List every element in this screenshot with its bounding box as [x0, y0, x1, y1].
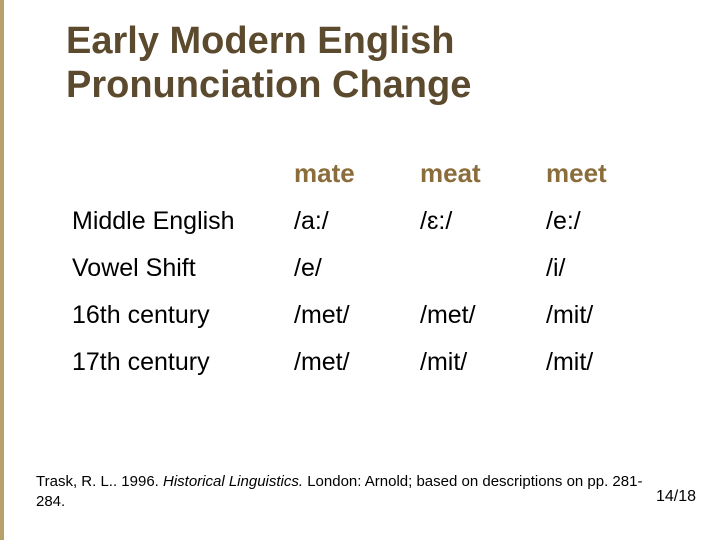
cell: /a:/	[288, 199, 414, 246]
citation-title: Historical Linguistics.	[163, 473, 303, 490]
col-meet: meet	[540, 150, 666, 199]
cell: /i/	[540, 246, 666, 293]
row-label: Middle English	[66, 199, 288, 246]
table-row: 16th century /met/ /met/ /mit/	[66, 293, 666, 340]
table-row: 17th century /met/ /mit/ /mit/	[66, 340, 666, 387]
cell: /met/	[414, 293, 540, 340]
table-row: Vowel Shift /e/ /i/	[66, 246, 666, 293]
cell	[414, 246, 540, 293]
table-row: Middle English /a:/ /ɛ:/ /e:/	[66, 199, 666, 246]
title-line-2: Pronunciation Change	[66, 64, 471, 106]
cell: /ɛ:/	[414, 199, 540, 246]
cell: /mit/	[414, 340, 540, 387]
pronunciation-table: mate meat meet Middle English /a:/ /ɛ:/ …	[66, 150, 666, 387]
page-number: 14/18	[656, 488, 696, 506]
col-meat: meat	[414, 150, 540, 199]
row-label: Vowel Shift	[66, 246, 288, 293]
slide-title: Early Modern English Pronunciation Chang…	[66, 20, 471, 107]
table-header-row: mate meat meet	[66, 150, 666, 199]
cell: /met/	[288, 340, 414, 387]
cell: /mit/	[540, 293, 666, 340]
citation: Trask, R. L.. 1996. Historical Linguisti…	[36, 472, 660, 513]
col-mate: mate	[288, 150, 414, 199]
cell: /met/	[288, 293, 414, 340]
row-label: 16th century	[66, 293, 288, 340]
accent-bar	[0, 0, 4, 540]
cell: /e/	[288, 246, 414, 293]
cell: /e:/	[540, 199, 666, 246]
col-blank	[66, 150, 288, 199]
citation-pre: Trask, R. L.. 1996.	[36, 473, 163, 490]
row-label: 17th century	[66, 340, 288, 387]
title-line-1: Early Modern English	[66, 20, 455, 62]
cell: /mit/	[540, 340, 666, 387]
